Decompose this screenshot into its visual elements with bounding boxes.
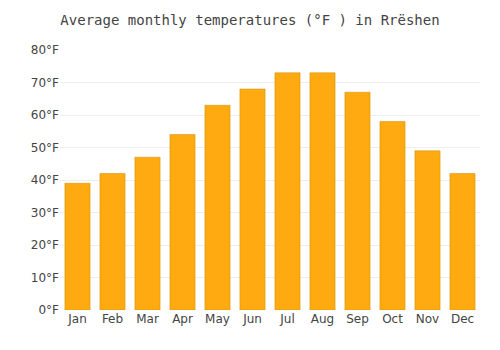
svg-text:30°F: 30°F [31,206,59,220]
svg-text:20°F: 20°F [31,238,59,252]
svg-text:Mar: Mar [136,312,159,326]
svg-text:Apr: Apr [172,312,193,326]
svg-text:Sep: Sep [346,312,369,326]
svg-text:Aug: Aug [311,312,334,326]
svg-text:50°F: 50°F [31,141,59,155]
svg-text:0°F: 0°F [38,303,59,317]
svg-text:80°F: 80°F [31,43,59,57]
svg-text:Jun: Jun [242,312,262,326]
svg-text:40°F: 40°F [31,173,59,187]
svg-text:Average monthly temperatures (: Average monthly temperatures (°F ) in Rr… [60,12,439,28]
svg-text:Feb: Feb [102,312,123,326]
svg-text:10°F: 10°F [31,271,59,285]
svg-text:Jan: Jan [67,312,87,326]
svg-text:May: May [205,312,230,326]
svg-text:70°F: 70°F [31,76,59,90]
svg-text:Dec: Dec [451,312,474,326]
svg-text:Oct: Oct [382,312,403,326]
svg-text:60°F: 60°F [31,108,59,122]
svg-text:Jul: Jul [279,312,294,326]
svg-text:Nov: Nov [416,312,439,326]
